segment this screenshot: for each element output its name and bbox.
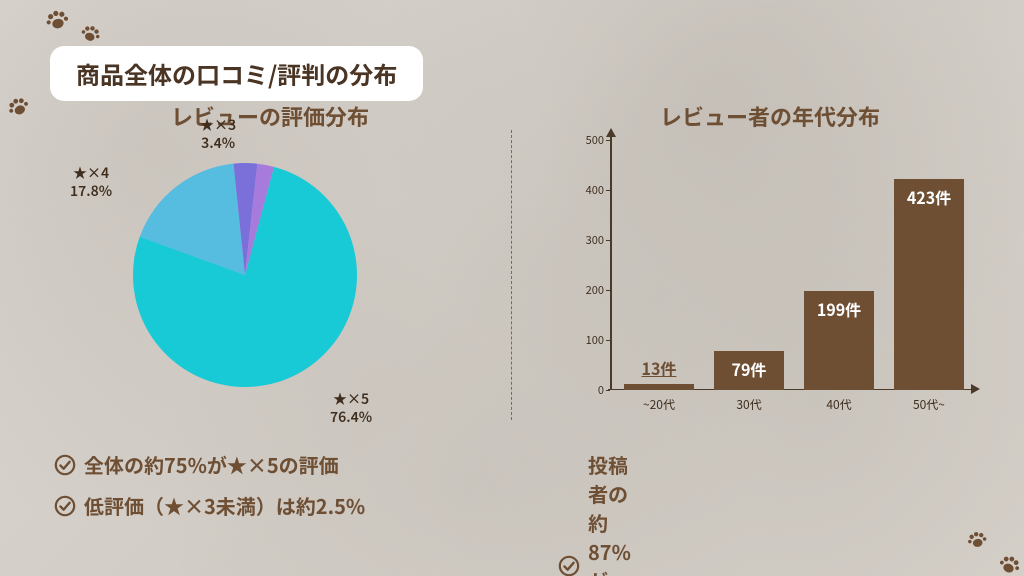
y-tick-mark [606, 240, 610, 241]
summary-bullet-text: 低評価（★×3未満）は約2.5% [84, 491, 365, 520]
page-title: 商品全体の口コミ/評判の分布 [50, 46, 423, 101]
bar-value-label: 13件 [624, 356, 694, 380]
y-axis [610, 134, 612, 390]
y-tick-label: 100 [586, 332, 604, 348]
summary-bullet-text: 全体の約75%が★×5の評価 [84, 450, 339, 479]
bar: 423件 [894, 179, 964, 391]
y-tick-mark [606, 390, 610, 391]
bar-chart-plot-area: 010020030040050013件~20代79件30代199件40代423件… [610, 140, 970, 390]
bar-value-label: 423件 [894, 185, 964, 209]
page-title-text: 商品全体の口コミ/評判の分布 [76, 56, 397, 91]
pie-slice-label: ★×33.4% [200, 116, 236, 152]
right-chart-heading-text: レビュー者の年代分布 [660, 100, 880, 132]
y-tick-label: 200 [586, 282, 604, 298]
y-tick-mark [606, 290, 610, 291]
vertical-divider [511, 130, 512, 420]
bar-chart: 0 100 200 300 400 500 13件 ~20代 79件 30代 199件 40代 423件… [560, 130, 980, 430]
check-icon [54, 454, 76, 476]
pie-slice-label: ★×576.4% [330, 390, 372, 426]
x-tick-label: 30代 [714, 396, 784, 413]
x-axis-arrow [971, 384, 980, 394]
check-icon [54, 495, 76, 517]
bar-value-label: 199件 [804, 297, 874, 321]
left-bullets: 全体の約75%が★×5の評価 低評価（★×3未満）は約2.5% [54, 450, 365, 532]
paw-icon [964, 526, 989, 551]
pie-slice-label: ★×417.8% [70, 164, 112, 200]
x-tick-label: 50代~ [894, 396, 964, 413]
bar: 199件 [804, 291, 874, 391]
y-tick-label: 0 [598, 382, 604, 398]
summary-bullet-text: 投稿者の約87%が40代以上 [588, 450, 631, 576]
pie-callouts: ★×576.4%★×417.8%★×33.4% [130, 160, 360, 390]
summary-bullet: 低評価（★×3未満）は約2.5% [54, 491, 365, 520]
y-tick-label: 500 [586, 132, 604, 148]
bar-value-label: 79件 [714, 357, 784, 381]
x-tick-label: ~20代 [624, 396, 694, 413]
right-chart-heading: レビュー者の年代分布 [560, 100, 980, 132]
y-tick-mark [606, 190, 610, 191]
summary-bullet: 全体の約75%が★×5の評価 [54, 450, 365, 479]
y-tick-label: 300 [586, 232, 604, 248]
y-tick-mark [606, 340, 610, 341]
left-chart-heading: レビューの評価分布 [60, 100, 480, 132]
check-icon [558, 555, 580, 576]
y-tick-mark [606, 140, 610, 141]
bar [624, 384, 694, 391]
y-tick-label: 400 [586, 182, 604, 198]
y-axis-arrow [606, 128, 616, 137]
paw-icon [42, 4, 73, 35]
bar: 79件 [714, 351, 784, 391]
x-tick-label: 40代 [804, 396, 874, 413]
summary-bullet: 投稿者の約87%が40代以上 [558, 450, 631, 576]
